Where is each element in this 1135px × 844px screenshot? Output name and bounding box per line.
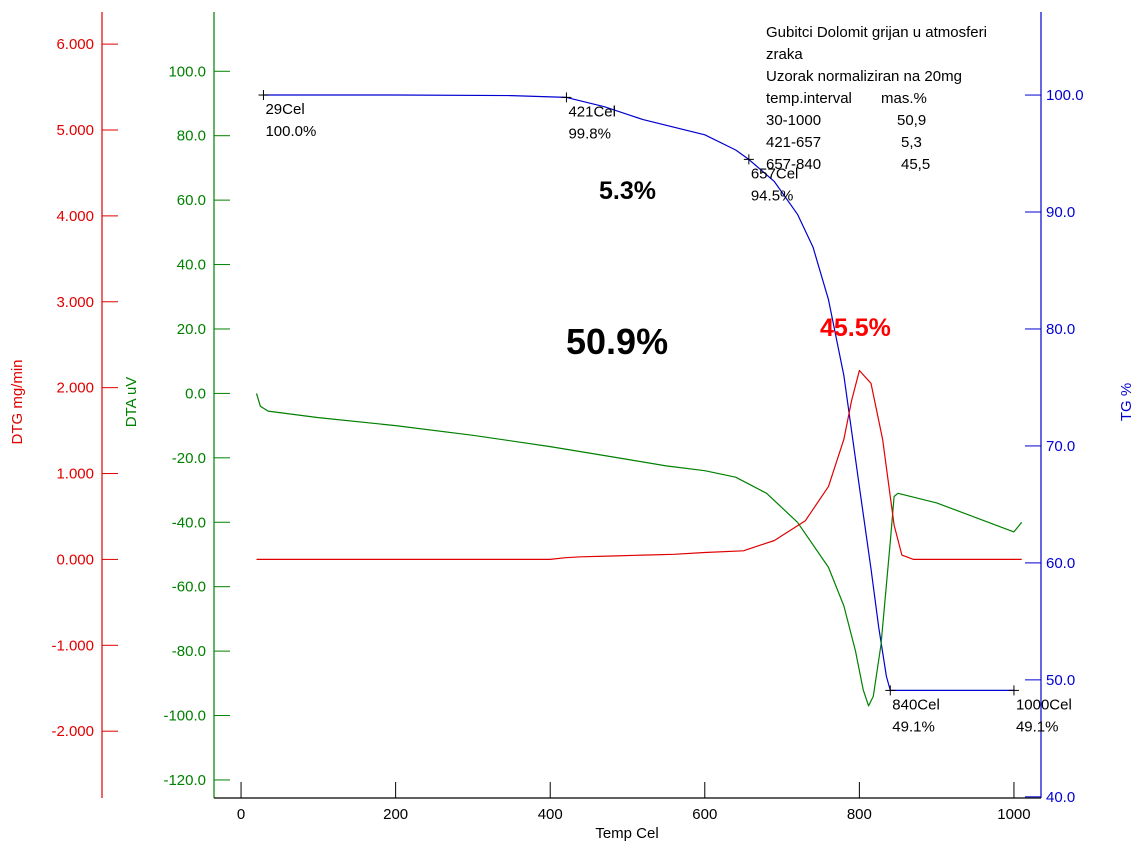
dtg-tick-label: 1.000	[56, 466, 94, 483]
tg-tick-label: 40.0	[1046, 789, 1075, 806]
point-temp-label: 840Cel	[892, 696, 940, 713]
x-tick-label: 1000	[997, 806, 1030, 823]
tg-tick-label: 50.0	[1046, 672, 1075, 689]
dta-tick-label: 0.0	[185, 385, 206, 402]
loss-main-annotation: 45.5%	[820, 314, 891, 342]
point-pct-label: 94.5%	[751, 187, 794, 204]
point-temp-label: 657Cel	[751, 165, 799, 182]
info-line-2: zraka	[766, 46, 803, 63]
dtg-tick-label: 0.000	[56, 551, 94, 568]
tg-axis-title: TG %	[1118, 383, 1135, 421]
point-pct-label: 49.1%	[892, 718, 935, 735]
point-temp-label: 29Cel	[265, 101, 304, 118]
dta-tick-label: -80.0	[172, 643, 206, 660]
point-temp-label: 421Cel	[568, 103, 616, 120]
dtg-tick-label: 3.000	[56, 294, 94, 311]
dta-tick-label: -20.0	[172, 450, 206, 467]
info-header-interval: temp.interval	[766, 90, 852, 107]
tg-tick-label: 100.0	[1046, 87, 1084, 104]
info-row-2-mass: 5,3	[901, 134, 922, 151]
info-header-mass: mas.%	[881, 90, 927, 107]
dta-tick-label: -120.0	[163, 772, 206, 789]
point-pct-label: 49.1%	[1016, 718, 1059, 735]
dta-axis-title: DTA uV	[123, 377, 140, 428]
dta-tick-label: 20.0	[177, 321, 206, 338]
dta-tick-label: -100.0	[163, 708, 206, 725]
info-line-3: Uzorak normaliziran na 20mg	[766, 68, 962, 85]
dtg-tick-label: -1.000	[51, 637, 94, 654]
loss-total-annotation: 50.9%	[566, 321, 668, 362]
dtg-tick-label: 4.000	[56, 208, 94, 225]
series-layer	[255, 94, 1023, 707]
dtg-tick-label: 5.000	[56, 122, 94, 139]
tg-tick-label: 70.0	[1046, 438, 1075, 455]
loss-mid-annotation: 5.3%	[599, 177, 656, 205]
x-tick-label: 200	[383, 806, 408, 823]
info-row-3-mass: 45,5	[901, 156, 930, 173]
info-row-3-interval: 657-840	[766, 156, 821, 173]
info-row-1-interval: 30-1000	[766, 112, 821, 129]
dtg-axis-title: DTG mg/min	[9, 359, 26, 444]
point-pct-label: 99.8%	[568, 125, 611, 142]
dta-tick-label: -60.0	[172, 579, 206, 596]
dta-tick-label: -40.0	[172, 514, 206, 531]
axes-layer: 6.000 5.000 4.000 3.000 2.000 1.000 0.000 -1.00…	[51, 12, 1084, 823]
x-tick-label: 600	[692, 806, 717, 823]
dta-tick-label: 80.0	[177, 128, 206, 145]
dtg-series-line	[256, 369, 1022, 560]
labels-layer: 29Cel 100.0% 421Cel 99.8% 657Cel 94.5% 840Cel 4…	[258, 90, 1072, 735]
dta-tick-label: 100.0	[168, 63, 206, 80]
dta-series-line	[255, 393, 1023, 707]
info-row-2-interval: 421-657	[766, 134, 821, 151]
dtg-tick-label: 6.000	[56, 36, 94, 53]
dtg-tick-label: -2.000	[51, 723, 94, 740]
dtg-tick-label: 2.000	[56, 380, 94, 397]
info-line-1: Gubitci Dolomit grijan u atmosferi	[766, 24, 987, 41]
x-tick-label: 800	[847, 806, 872, 823]
tg-tick-label: 80.0	[1046, 321, 1075, 338]
x-axis-title: Temp Cel	[595, 825, 658, 842]
tg-tick-label: 90.0	[1046, 204, 1075, 221]
dta-tick-label: 60.0	[177, 192, 206, 209]
tg-tick-label: 60.0	[1046, 555, 1075, 572]
x-tick-label: 400	[538, 806, 563, 823]
point-temp-label: 1000Cel	[1016, 696, 1072, 713]
tg-series-line	[263, 94, 1014, 691]
point-pct-label: 100.0%	[265, 123, 316, 140]
dta-tick-label: 40.0	[177, 257, 206, 274]
x-tick-label: 0	[237, 806, 245, 823]
info-box: Gubitci Dolomit grijan u atmosferi zraka…	[766, 24, 987, 173]
info-row-1-mass: 50,9	[897, 112, 926, 129]
